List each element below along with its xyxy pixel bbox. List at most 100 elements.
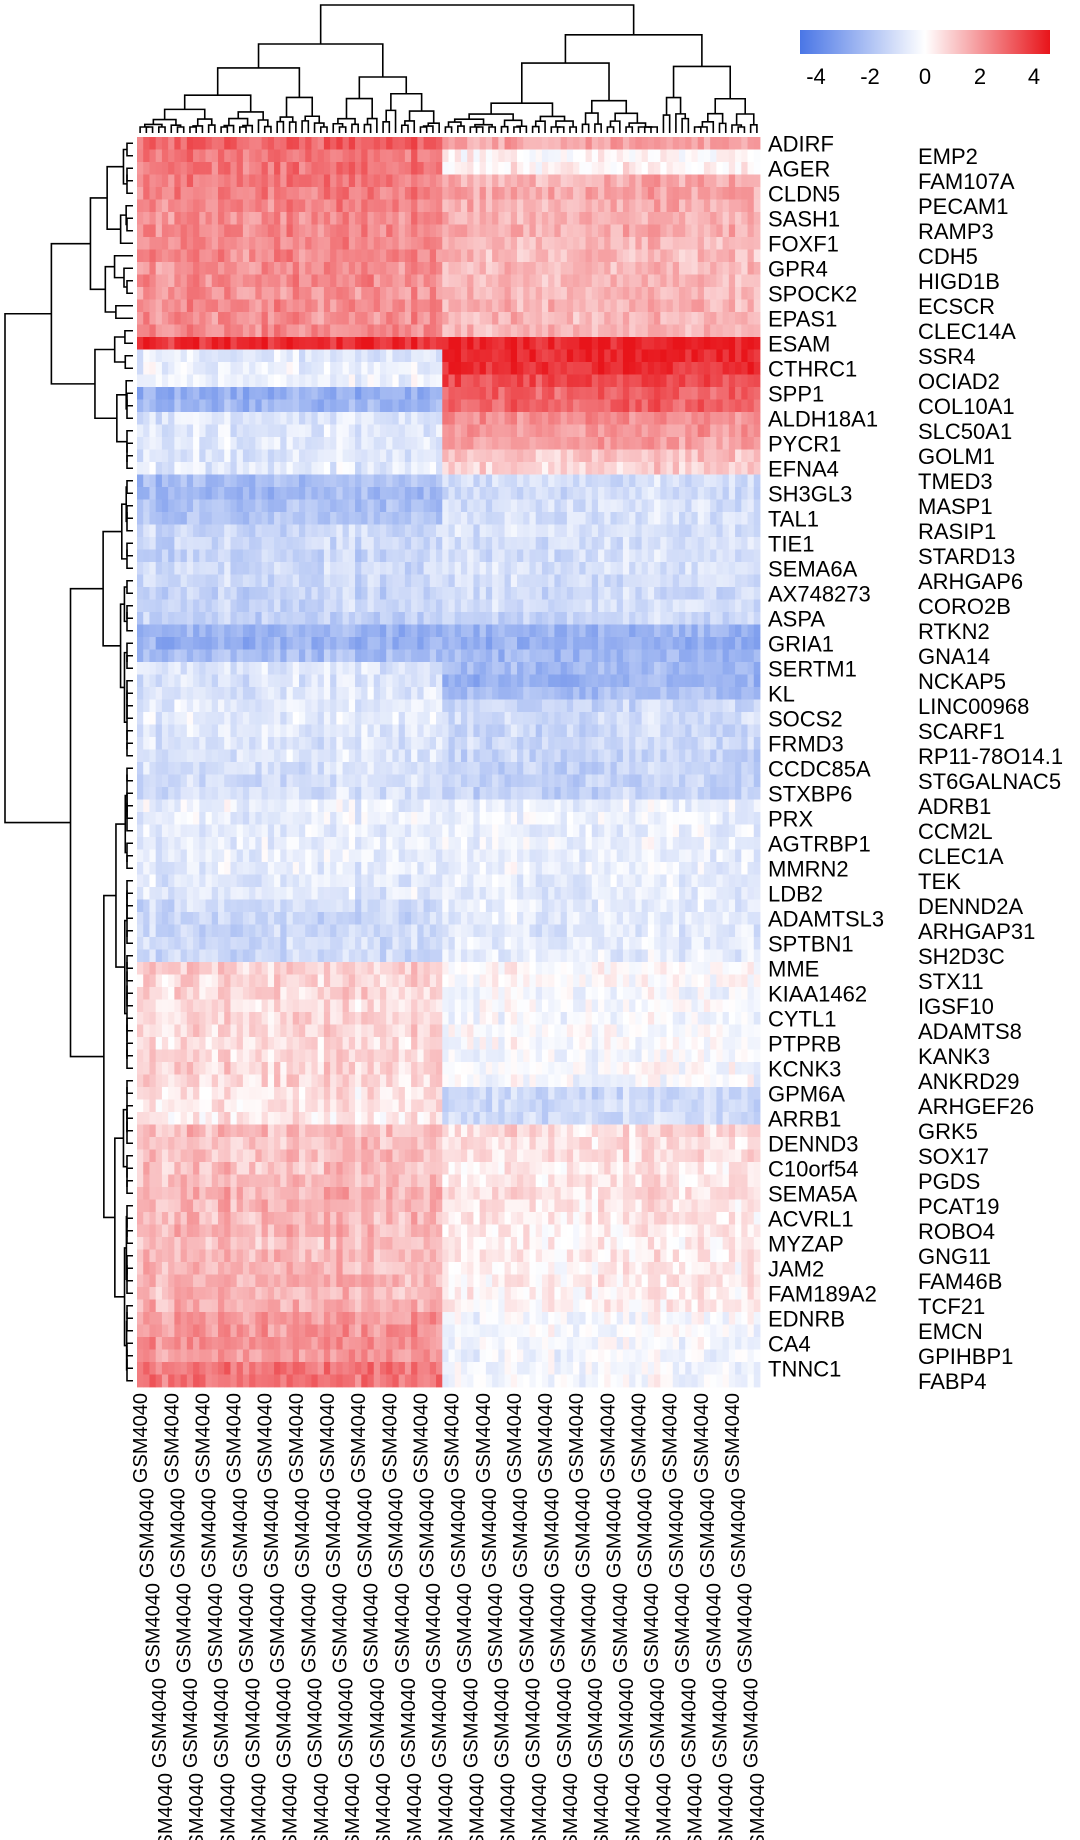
heatmap-cell	[417, 537, 424, 550]
heatmap-cell	[635, 424, 643, 438]
heatmap-cell	[560, 199, 568, 213]
heatmap-cell	[199, 212, 206, 225]
heatmap-cell	[585, 324, 593, 338]
heatmap-cell	[355, 612, 362, 625]
heatmap-cell	[735, 449, 742, 463]
heatmap-cell	[137, 249, 144, 263]
heatmap-cell	[205, 299, 213, 313]
heatmap-cell	[573, 737, 580, 750]
heatmap-cell	[317, 712, 325, 725]
heatmap-cell	[573, 649, 580, 663]
heatmap-cell	[573, 637, 580, 650]
heatmap-cell	[635, 187, 643, 200]
heatmap-cell	[436, 274, 443, 288]
heatmap-cell	[741, 624, 748, 638]
heatmap-cell	[666, 174, 674, 188]
heatmap-cell	[591, 337, 599, 350]
heatmap-cell	[137, 312, 144, 325]
heatmap-cell	[186, 224, 194, 238]
heatmap-cell	[554, 587, 562, 600]
heatmap-cell	[379, 487, 387, 500]
heatmap-cell	[691, 324, 699, 338]
heatmap-cell	[485, 724, 493, 738]
heatmap-cell	[174, 187, 182, 200]
heatmap-cell	[417, 212, 424, 225]
heatmap-cell	[529, 199, 537, 213]
heatmap-cell	[666, 412, 674, 425]
heatmap-cell	[429, 462, 437, 475]
heatmap-cell	[180, 637, 188, 650]
heatmap-cell	[355, 399, 362, 413]
heatmap-cell	[454, 524, 462, 538]
heatmap-cell	[193, 724, 200, 738]
heatmap-cell	[193, 687, 200, 700]
heatmap-cell	[249, 299, 256, 313]
heatmap-cell	[629, 274, 636, 288]
heatmap-cell	[535, 362, 543, 375]
heatmap-cell	[647, 724, 655, 738]
heatmap-cell	[548, 624, 555, 638]
heatmap-cell	[710, 362, 717, 375]
heatmap-cell	[230, 737, 238, 750]
heatmap-cell	[249, 174, 256, 188]
heatmap-cell	[323, 312, 331, 325]
heatmap-cell	[186, 537, 194, 550]
heatmap-cell	[716, 474, 724, 488]
heatmap-cell	[454, 674, 462, 688]
heatmap-cell	[298, 587, 306, 600]
heatmap-cell	[647, 362, 655, 375]
heatmap-cell	[373, 674, 381, 688]
heatmap-cell	[242, 487, 250, 500]
heatmap-cell	[149, 749, 157, 763]
heatmap-cell	[280, 549, 287, 563]
heatmap-cell	[249, 187, 256, 200]
heatmap-cell	[230, 199, 238, 213]
heatmap-cell	[211, 374, 219, 388]
heatmap-cell	[741, 649, 748, 663]
heatmap-cell	[305, 312, 312, 325]
heatmap-cell	[205, 537, 213, 550]
heatmap-cell	[143, 224, 150, 238]
heatmap-cell	[753, 162, 761, 175]
heatmap-cell	[323, 237, 331, 250]
heatmap-cell	[722, 149, 730, 163]
heatmap-cell	[193, 662, 200, 675]
heatmap-cell	[585, 612, 593, 625]
heatmap-cell	[541, 674, 549, 688]
heatmap-cell	[610, 174, 618, 188]
heatmap-cell	[735, 237, 742, 250]
heatmap-cell	[492, 512, 499, 525]
heatmap-cell	[261, 174, 269, 188]
heatmap-cell	[691, 462, 699, 475]
heatmap-cell	[211, 224, 219, 238]
heatmap-cell	[236, 587, 244, 600]
heatmap-cell	[473, 499, 481, 513]
heatmap-cell	[660, 487, 667, 500]
heatmap-cell	[305, 249, 312, 263]
heatmap-cell	[323, 724, 331, 738]
heatmap-row-SSR4	[137, 349, 761, 363]
heatmap-row-EPAS1	[137, 312, 761, 325]
heatmap-cell	[199, 399, 206, 413]
heatmap-cell	[255, 162, 262, 175]
heatmap-row-NCKAP5	[137, 674, 761, 688]
heatmap-cell	[292, 449, 300, 463]
heatmap-cell	[541, 637, 549, 650]
heatmap-cell	[460, 324, 468, 338]
heatmap-cell	[498, 574, 505, 588]
heatmap-cell	[143, 312, 150, 325]
heatmap-cell	[448, 387, 456, 400]
heatmap-cell	[355, 749, 362, 763]
heatmap-cell	[342, 212, 350, 225]
heatmap-cell	[541, 662, 549, 675]
heatmap-cell	[168, 612, 175, 625]
heatmap-cell	[211, 199, 219, 213]
heatmap-cell	[423, 712, 431, 725]
heatmap-cell	[411, 387, 418, 400]
heatmap-cell	[728, 249, 736, 263]
heatmap-cell	[311, 424, 319, 438]
heatmap-cell	[573, 324, 580, 338]
heatmap-cell	[710, 199, 717, 213]
heatmap-cell	[298, 474, 306, 488]
heatmap-cell	[379, 637, 387, 650]
